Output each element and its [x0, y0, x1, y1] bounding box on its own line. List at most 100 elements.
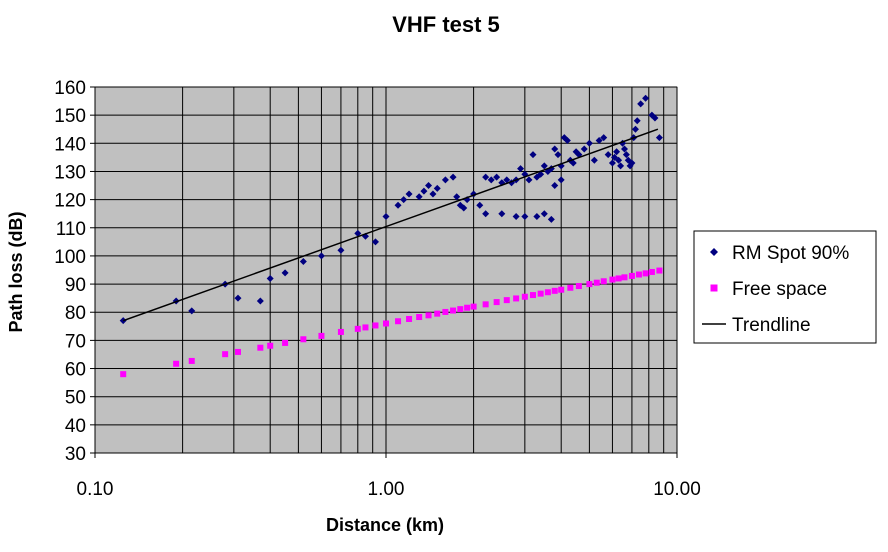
free-space-point — [521, 293, 528, 300]
free-space-point — [434, 310, 441, 317]
free-space-point — [257, 344, 264, 351]
y-tick-label: 90 — [65, 275, 86, 296]
rm-spot-90-point — [563, 136, 571, 144]
x-tick-label: 1.00 — [368, 479, 405, 500]
rm-spot-90-point — [554, 151, 562, 159]
free-space-point — [222, 351, 229, 358]
y-tick-label: 40 — [65, 416, 86, 437]
y-tick-label: 150 — [54, 106, 86, 127]
rm-spot-90-point — [337, 246, 345, 254]
free-space-point — [648, 268, 655, 275]
rm-spot-90-point — [620, 145, 628, 153]
free-space-point — [544, 289, 551, 296]
rm-spot-90-point — [266, 274, 274, 282]
free-space-point — [354, 325, 361, 332]
rm-spot-90-point — [655, 134, 663, 142]
rm-spot-90-point — [188, 307, 196, 315]
legend-label-trendline: Trendline — [732, 315, 811, 336]
y-tick-label: 110 — [56, 219, 86, 240]
free-space-point — [558, 286, 565, 293]
rm-spot-90-point — [498, 210, 506, 218]
free-space-point — [120, 371, 127, 378]
rm-spot-90-point — [482, 210, 490, 218]
rm-spot-90-point — [637, 100, 645, 108]
free-space-point — [635, 271, 642, 278]
rm-spot-90-point — [433, 184, 441, 192]
free-space-point — [656, 267, 663, 274]
free-space-point — [609, 276, 616, 283]
free-space-point — [425, 312, 432, 319]
series-layer — [119, 94, 663, 378]
y-tick-label: 70 — [65, 331, 86, 352]
rm-spot-90-point — [533, 213, 541, 221]
free-space-point — [234, 348, 241, 355]
rm-spot-90-point — [415, 193, 423, 201]
x-tick-label: 10.00 — [653, 479, 701, 500]
free-space-point — [372, 322, 379, 329]
rm-spot-90-point — [615, 156, 623, 164]
free-space-point — [173, 360, 180, 367]
free-space-point — [464, 304, 471, 311]
rm-spot-90-point — [604, 151, 612, 159]
rm-spot-90-point — [569, 159, 577, 167]
rm-spot-90-point — [354, 229, 362, 237]
legend-label-rm-spot-90: RM Spot 90% — [732, 243, 849, 264]
free-space-point — [567, 284, 574, 291]
rm-spot-90-point — [600, 134, 608, 142]
trendline-line — [122, 128, 659, 322]
rm-spot-90-point — [622, 151, 630, 159]
free-space-point — [416, 314, 423, 321]
free-space-point — [406, 315, 413, 322]
free-space-point — [450, 307, 457, 314]
rm-spot-90-point — [642, 94, 650, 102]
y-axis-ticks: 30 40 50 60 70 80 90 100 110 120 130 140 150 160 — [54, 78, 95, 465]
free-space-point — [575, 283, 582, 290]
rm-spot-90-point — [557, 176, 565, 184]
free-space-point — [642, 270, 649, 277]
rm-spot-90-point — [631, 125, 639, 133]
rm-spot-90-point — [299, 258, 307, 266]
y-tick-label: 50 — [65, 388, 86, 409]
free-space-point — [482, 301, 489, 308]
legend: RM Spot 90% Free space Trendline — [693, 230, 877, 344]
rm-spot-90-point — [405, 190, 413, 198]
rm-spot-90-point — [425, 182, 433, 190]
chart-title: VHF test 5 — [392, 12, 500, 37]
free-space-point — [529, 292, 536, 299]
free-space-point — [383, 320, 389, 327]
rm-spot-90-point — [551, 182, 559, 190]
rm-spot-90-point — [540, 162, 548, 170]
x-tick-label: 0.10 — [77, 479, 114, 500]
free-space-point — [318, 332, 325, 339]
x-axis-title: Distance (km) — [326, 515, 444, 535]
rm-spot-90-point — [487, 176, 495, 184]
y-tick-label: 130 — [54, 162, 86, 183]
rm-spot-90-point — [613, 148, 621, 156]
rm-spot-90-point — [547, 215, 555, 223]
y-tick-label: 30 — [65, 444, 86, 465]
free-space-point — [493, 299, 500, 306]
free-space-point — [282, 339, 289, 346]
free-space-point — [300, 336, 307, 343]
legend-swatch-rm-spot-90 — [710, 248, 718, 256]
y-tick-label: 160 — [54, 78, 86, 99]
rm-spot-90-point — [595, 136, 603, 144]
y-tick-label: 100 — [54, 247, 86, 268]
free-space-point — [362, 324, 369, 331]
rm-spot-90-point — [590, 156, 598, 164]
free-space-point — [586, 281, 593, 288]
rm-spot-90-point — [633, 117, 641, 125]
rm-spot-90-point — [382, 213, 390, 221]
rm-spot-90-point — [476, 201, 484, 209]
rm-spot-90-point — [453, 193, 461, 201]
legend-label-free-space: Free space — [732, 279, 827, 300]
rm-spot-90-point — [400, 196, 408, 204]
y-tick-label: 120 — [54, 191, 86, 212]
rm-spot-90-point — [580, 145, 588, 153]
free-space-point — [188, 357, 195, 364]
rm-spot-90-point — [512, 213, 520, 221]
free-space-point — [442, 308, 449, 315]
rm-spot-90-point — [449, 173, 457, 181]
rm-spot-90-point — [429, 190, 437, 198]
